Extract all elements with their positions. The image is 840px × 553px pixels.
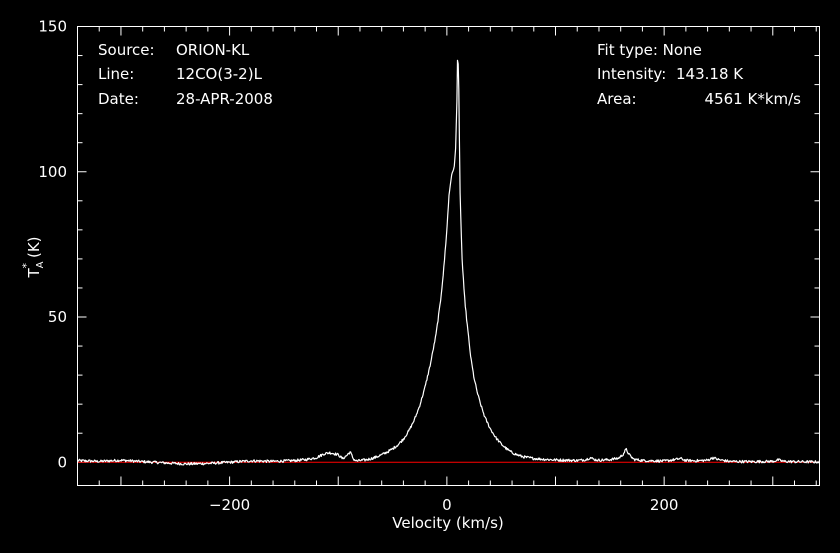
y-tick-label: 50 xyxy=(48,308,67,326)
y-tick-label: 0 xyxy=(57,453,67,471)
date-value: 28-APR-2008 xyxy=(176,90,273,108)
tick-label-layer: −200 0 200 0 50 100 150 xyxy=(38,18,678,515)
y-axis-title: TA* (K) xyxy=(20,236,46,278)
intensity-label: Intensity: xyxy=(597,65,666,83)
fit-type-text: Fit type: None xyxy=(597,41,702,59)
line-label: Line: xyxy=(98,65,134,83)
y-tick-label: 100 xyxy=(38,163,67,181)
plot-frame xyxy=(77,26,820,486)
y-axis-title-sub: A xyxy=(35,261,46,268)
source-value: ORION-KL xyxy=(176,41,250,59)
date-label: Date: xyxy=(98,90,139,108)
series-layer xyxy=(77,59,820,466)
svg-text:TA*(K): TA* (K) xyxy=(20,236,46,278)
x-tick-label: 200 xyxy=(650,496,679,514)
x-axis-title: Velocity (km/s) xyxy=(392,514,503,532)
line-value: 12CO(3-2)L xyxy=(176,65,263,83)
spectrum-line xyxy=(77,59,820,466)
intensity-value: 143.18 K xyxy=(676,65,744,83)
x-tick-label: 0 xyxy=(442,496,452,514)
y-axis-title-unit: (K) xyxy=(25,236,43,258)
area-label: Area: xyxy=(597,90,637,108)
y-tick-label: 150 xyxy=(38,18,67,36)
info-block-right: Fit type: None Intensity: 143.18 K Area:… xyxy=(597,41,801,108)
x-tick-label: −200 xyxy=(209,496,250,514)
y-axis-title-main: T xyxy=(25,268,43,279)
source-label: Source: xyxy=(98,41,155,59)
y-axis-title-sup: * xyxy=(20,263,33,269)
area-value: 4561 K*km/s xyxy=(705,90,802,108)
info-block-left: Source: ORION-KL Line: 12CO(3-2)L Date: … xyxy=(98,41,273,108)
